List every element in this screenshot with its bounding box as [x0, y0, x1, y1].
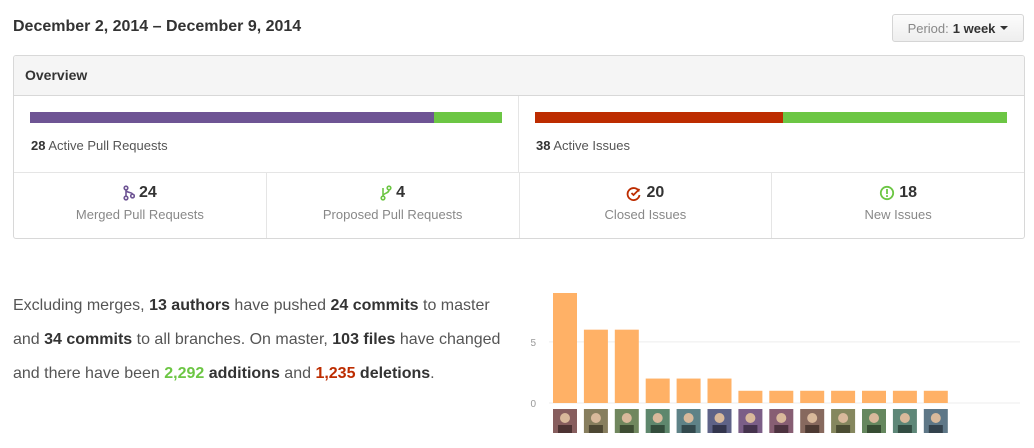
bar-author-13 — [923, 390, 948, 403]
avatar[interactable] — [862, 409, 886, 433]
period-value: 1 week — [952, 20, 996, 36]
closed-issues-segment — [535, 112, 784, 123]
active-pull-requests-count: 28 — [31, 138, 46, 153]
bar-author-12 — [892, 390, 917, 403]
active-pull-requests-label: Active Pull Requests — [48, 138, 168, 153]
commits-to-all-branches[interactable]: 34 commits — [44, 331, 133, 348]
avatar[interactable] — [892, 409, 917, 433]
avatar[interactable] — [800, 409, 825, 433]
avatar[interactable] — [583, 409, 608, 433]
bar-author-8 — [769, 390, 794, 403]
bar-author-4 — [645, 378, 670, 403]
summary-text-7: . — [430, 365, 435, 382]
bar-author-3 — [614, 329, 639, 403]
bar-author-2 — [583, 329, 608, 403]
overview-panel: Overview 28 Active Pull Requests 38 Acti… — [13, 55, 1025, 239]
overview-title: Overview — [14, 56, 1024, 96]
files-changed[interactable]: 103 files — [332, 331, 396, 348]
avatar[interactable] — [738, 409, 763, 433]
avatar[interactable] — [645, 409, 670, 433]
merged-pr-segment — [30, 112, 434, 123]
bar-author-1 — [553, 293, 577, 403]
bar-author-7 — [738, 390, 763, 403]
bar-author-5 — [676, 378, 701, 403]
bar-author-11 — [862, 390, 886, 403]
issues-bar — [535, 112, 1007, 123]
avatar[interactable] — [707, 409, 732, 433]
summary-text-5: have changed and there have been — [13, 331, 501, 382]
commits-to-master[interactable]: 24 commits — [330, 297, 419, 314]
git-merge-icon — [123, 185, 135, 201]
issue-opened-icon — [879, 185, 895, 201]
y-tick-label: 5 — [530, 338, 536, 349]
closed-issues-label: Closed Issues — [604, 207, 687, 222]
issue-closed-icon — [626, 185, 642, 201]
overview-progress-row: 28 Active Pull Requests 38 Active Issues — [14, 96, 1024, 173]
summary-text-4: to all branches. On master, — [132, 331, 333, 348]
active-issues-label: Active Issues — [553, 138, 630, 153]
open-issues-segment — [783, 112, 1007, 123]
deletions-count: 1,235 — [315, 365, 356, 382]
summary-text-1: Excluding merges, — [13, 297, 150, 314]
pull-requests-bar — [30, 112, 502, 123]
commits-chart-svg: 05 — [530, 293, 1020, 433]
new-issues-value: 18 — [899, 184, 918, 201]
period-dropdown-button[interactable]: Period: 1 week — [892, 14, 1024, 42]
merged-pull-requests-value: 24 — [138, 184, 157, 201]
y-tick-label: 0 — [530, 399, 536, 410]
proposed-pull-requests-label: Proposed Pull Requests — [322, 207, 463, 222]
active-pull-requests-caption: 28 Active Pull Requests — [31, 138, 168, 153]
summary-text-3: to master and — [13, 297, 490, 348]
avatar[interactable] — [553, 409, 577, 433]
summary-text-2: have pushed — [229, 297, 331, 314]
commit-summary-text: Excluding merges, 13 authors have pushed… — [13, 289, 503, 391]
stat-proposed-pull-requests[interactable]: 4 Proposed Pull Requests — [267, 173, 520, 238]
avatar[interactable] — [614, 409, 639, 433]
avatar[interactable] — [923, 409, 948, 433]
avatar[interactable] — [769, 409, 794, 433]
new-issues-label: New Issues — [864, 207, 932, 222]
stat-new-issues[interactable]: 18 New Issues — [772, 173, 1024, 238]
bar-author-6 — [707, 378, 732, 403]
closed-issues-value: 20 — [646, 184, 665, 201]
stat-merged-pull-requests[interactable]: 24 Merged Pull Requests — [14, 173, 267, 238]
stat-closed-issues[interactable]: 20 Closed Issues — [520, 173, 773, 238]
merged-pull-requests-label: Merged Pull Requests — [75, 207, 204, 222]
pull-requests-summary[interactable]: 28 Active Pull Requests — [14, 96, 519, 173]
deletions-word: deletions — [355, 365, 431, 382]
caret-down-icon — [1000, 26, 1009, 30]
period-label: Period: — [907, 20, 949, 36]
additions-word: additions — [204, 365, 280, 382]
open-pr-segment — [433, 112, 502, 123]
avatar[interactable] — [831, 409, 856, 433]
additions-count: 2,292 — [164, 365, 205, 382]
date-range-title: December 2, 2014 – December 9, 2014 — [13, 18, 302, 35]
issues-summary[interactable]: 38 Active Issues — [519, 96, 1024, 173]
avatar[interactable] — [676, 409, 701, 433]
overview-stats-row: 24 Merged Pull Requests 4 Proposed Pull … — [14, 173, 1024, 238]
bar-author-10 — [831, 390, 856, 403]
proposed-pull-requests-value: 4 — [396, 184, 406, 201]
active-issues-count: 38 — [536, 138, 551, 153]
bar-author-9 — [800, 390, 825, 403]
git-pull-request-icon — [380, 185, 392, 201]
authors-count[interactable]: 13 authors — [149, 297, 230, 314]
summary-text-6: and — [279, 365, 316, 382]
active-issues-caption: 38 Active Issues — [536, 138, 630, 153]
